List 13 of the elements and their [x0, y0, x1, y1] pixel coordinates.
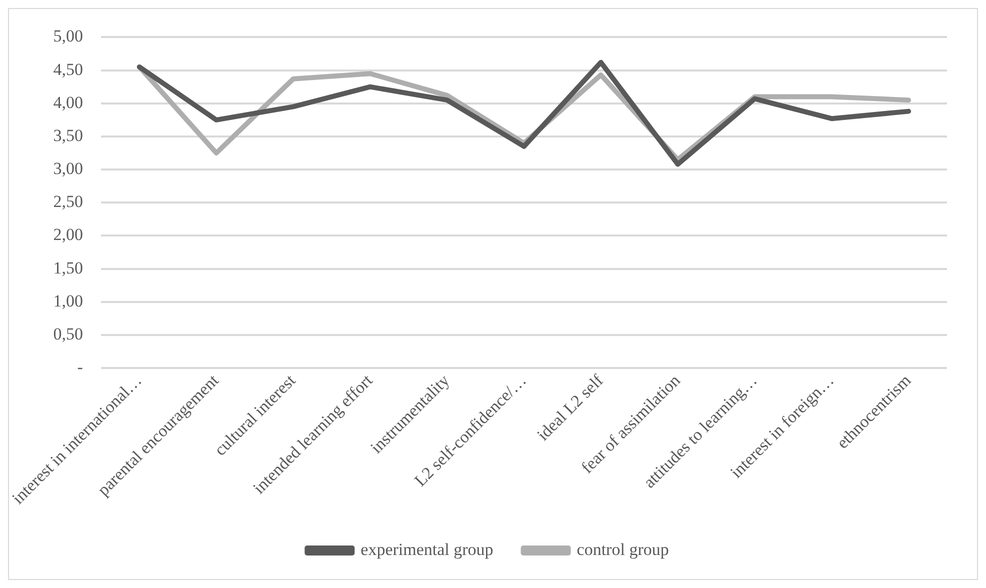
y-tick-label: 5,00	[53, 26, 83, 46]
y-tick-label: 2,00	[53, 225, 83, 244]
y-tick-label: 3,50	[53, 126, 83, 145]
legend-label: experimental group	[360, 540, 494, 559]
y-tick-label: 1,50	[53, 258, 83, 278]
legend-label: control group	[576, 540, 669, 559]
y-tick-label: 1,00	[53, 291, 83, 310]
y-tick-label: 4,00	[53, 92, 83, 112]
y-tick-label: 4,50	[53, 60, 83, 79]
y-tick-label: 0,50	[53, 324, 83, 344]
y-tick-label: -	[77, 358, 84, 377]
y-tick-label: 2,50	[53, 192, 83, 212]
y-tick-label: 3,00	[53, 159, 83, 178]
